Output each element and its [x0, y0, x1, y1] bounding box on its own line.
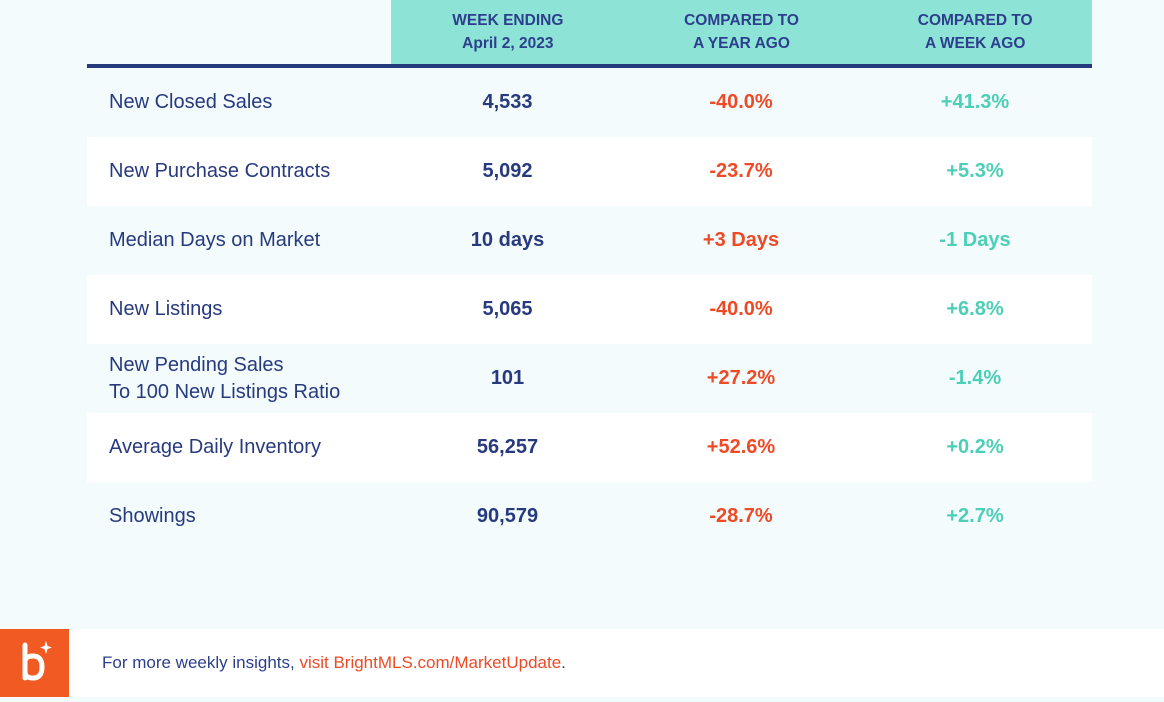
row-year-change: +3 Days [702, 229, 780, 251]
row-year-change: -40.0% [709, 91, 773, 113]
table-header: WEEK ENDING April 2, 2023 COMPARED TO A … [87, 0, 1092, 64]
row-year-change: -23.7% [709, 160, 773, 182]
footer-suffix: . [561, 653, 566, 672]
table-row-new-listings: New Listings 5,065 -40.0% +6.8% [87, 275, 1092, 344]
row-value: 4,533 [482, 91, 533, 113]
row-value: 5,092 [482, 160, 533, 182]
header-week-ago-line1: COMPARED TO [917, 12, 1033, 29]
header-columns: WEEK ENDING April 2, 2023 COMPARED TO A … [391, 0, 1092, 64]
row-value: 5,065 [482, 298, 533, 320]
row-value: 10 days [470, 229, 545, 251]
row-label: New Listings [109, 298, 223, 320]
row-value: 56,257 [476, 436, 539, 458]
table-row-new-purchase-contracts: New Purchase Contracts 5,092 -23.7% +5.3… [87, 137, 1092, 206]
row-week-change: -1.4% [948, 367, 1002, 389]
table-row-showings: Showings 90,579 -28.7% +2.7% [87, 482, 1092, 551]
row-week-change: +6.8% [946, 298, 1004, 320]
header-week-ending-line1: WEEK ENDING [452, 12, 564, 29]
row-label-line1: New Pending Sales [109, 353, 284, 376]
header-week-ending: WEEK ENDING April 2, 2023 [391, 0, 625, 64]
row-label: New Purchase Contracts [109, 160, 331, 182]
header-blank-cell [87, 0, 391, 64]
footer: For more weekly insights, visit BrightML… [0, 629, 1164, 697]
header-week-ago: COMPARED TO A WEEK AGO [858, 0, 1092, 64]
row-week-change: +0.2% [946, 436, 1004, 458]
table-row-new-closed-sales: New Closed Sales 4,533 -40.0% +41.3% [87, 68, 1092, 137]
footer-prefix: For more weekly insights, [102, 653, 300, 672]
footer-link[interactable]: visit BrightMLS.com/MarketUpdate [299, 653, 562, 672]
header-year-ago-line2: A YEAR AGO [693, 35, 790, 52]
row-label: Showings [109, 505, 196, 527]
header-week-ending-line2: April 2, 2023 [462, 35, 554, 52]
row-year-change: +52.6% [706, 436, 776, 458]
market-stats-table: WEEK ENDING April 2, 2023 COMPARED TO A … [87, 0, 1092, 551]
row-label: New Closed Sales [109, 91, 273, 113]
header-year-ago-line1: COMPARED TO [684, 12, 799, 29]
row-week-change: +5.3% [946, 160, 1004, 182]
row-week-change: -1 Days [939, 229, 1011, 251]
row-value: 101 [490, 367, 525, 389]
row-year-change: -28.7% [709, 505, 773, 527]
header-week-ago-line2: A WEEK AGO [924, 35, 1026, 52]
row-week-change: +41.3% [940, 91, 1010, 113]
table-row-average-daily-inventory: Average Daily Inventory 56,257 +52.6% +0… [87, 413, 1092, 482]
bright-mls-logo-icon [0, 629, 69, 697]
row-value: 90,579 [476, 505, 539, 527]
header-year-ago: COMPARED TO A YEAR AGO [625, 0, 859, 64]
row-week-change: +2.7% [946, 505, 1004, 527]
table-row-pending-sales-ratio: New Pending Sales To 100 New Listings Ra… [87, 344, 1092, 413]
table-row-median-days-on-market: Median Days on Market 10 days +3 Days -1… [87, 206, 1092, 275]
footer-text: For more weekly insights, visit BrightML… [102, 629, 566, 697]
row-label: New Pending Sales To 100 New Listings Ra… [87, 352, 391, 406]
row-label: Median Days on Market [109, 229, 321, 251]
header-divider [87, 64, 1092, 68]
row-label-line2: To 100 New Listings Ratio [109, 380, 341, 403]
row-year-change: +27.2% [706, 367, 776, 389]
row-year-change: -40.0% [709, 298, 773, 320]
row-label: Average Daily Inventory [109, 436, 321, 458]
